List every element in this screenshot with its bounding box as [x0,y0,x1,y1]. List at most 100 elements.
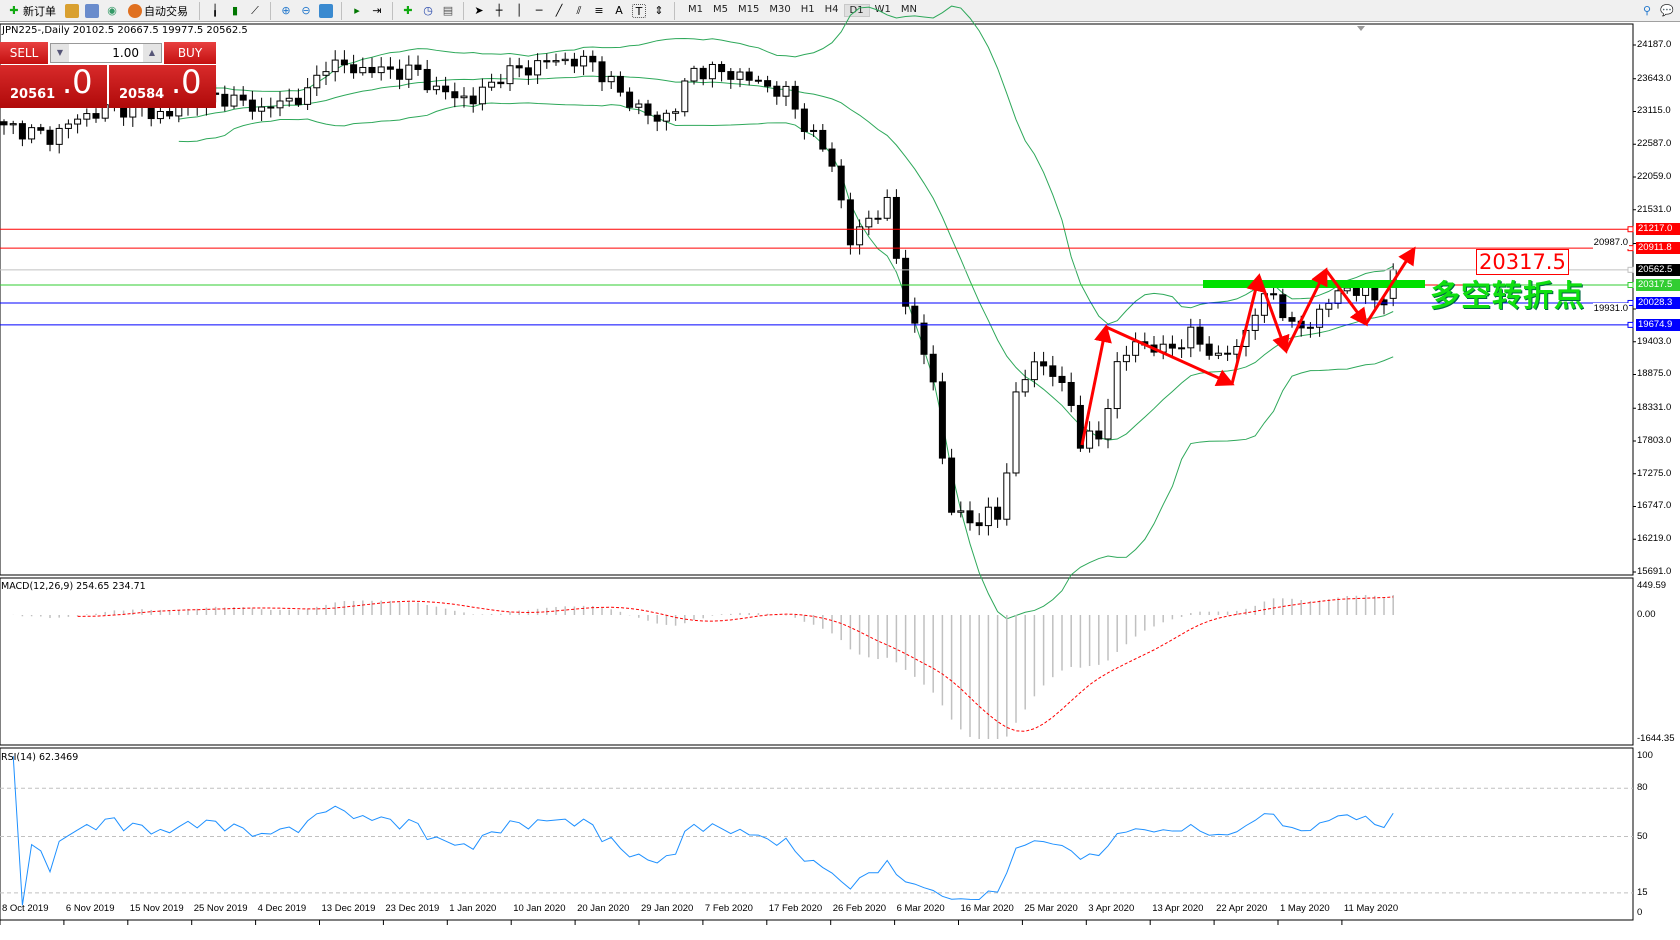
vertical-line-icon[interactable]: │ [515,3,523,17]
annotation-price-label[interactable]: 20317.5 [1476,249,1569,275]
auto-scroll-icon[interactable]: ▸ [354,3,360,17]
lot-input[interactable] [69,44,143,62]
candle-body-bull [175,106,183,117]
candle-body-bear [1076,404,1084,449]
sell-button[interactable]: SELL [0,42,48,64]
buy-price-button[interactable]: 20584 .0 [109,63,216,108]
candle-body-bear [800,108,808,132]
candle [239,86,247,107]
timeframe-m1[interactable]: M1 [688,4,703,15]
timeframe-m15[interactable]: M15 [738,4,760,15]
candle [892,189,900,264]
horizontal-line-icon[interactable]: ─ [535,3,543,17]
candle-body-bull [782,85,790,97]
candle [506,57,514,92]
sell-price-fraction: .0 [62,63,93,101]
zoom-out-icon[interactable]: ⊖ [301,3,311,17]
text-icon[interactable]: A [615,3,623,17]
candle-body-bull [230,94,238,107]
candle-body-bull [377,66,385,74]
timeframe-h1[interactable]: H1 [800,4,815,15]
price-axis-label: 17803.0 [1637,434,1672,446]
date-axis-label: 6 Nov 2019 [65,903,115,914]
candle-body-bull [607,75,615,83]
timeframe-h4[interactable]: H4 [824,4,839,15]
candle-body-bull [28,127,36,140]
timeframe-m30[interactable]: M30 [769,4,791,15]
candle-body-bear [616,75,624,93]
macd-axis-label: 449.59 [1637,580,1667,591]
candle-body-bear [929,353,937,383]
signal-icon[interactable]: ◉ [107,3,117,17]
history-icon[interactable] [65,3,79,18]
candle [938,372,946,465]
zoom-in-icon[interactable]: ⊕ [281,3,291,17]
candle [828,142,836,173]
candle [497,73,505,89]
text-label-icon[interactable]: T [632,3,646,18]
candle [46,126,54,152]
annotation-text[interactable]: 多空转折点 [1430,279,1585,314]
templates-icon[interactable]: ▤ [442,3,454,17]
chat-icon[interactable]: 💬 [1660,3,1674,17]
candle-body-bull [635,103,643,108]
auto-trading-button[interactable]: 自动交易 [125,2,191,20]
candle [9,120,17,135]
market-watch-icon[interactable] [85,3,99,18]
candle [561,52,569,65]
candle-body-bear [515,65,523,69]
candle-body-bull [258,106,266,112]
line-chart-icon[interactable]: ⟋ [251,3,259,17]
candle [1178,339,1186,359]
timeframe-mn[interactable]: MN [900,4,917,15]
candle [331,50,339,82]
lot-increase-button[interactable]: ▲ [143,44,161,62]
timeframe-m5[interactable]: M5 [713,4,728,15]
candle-body-bull [331,59,339,73]
arrows-icon[interactable]: ⇕ [654,3,664,17]
candle [791,80,799,119]
candle [957,501,965,518]
equidistant-channel-icon[interactable]: ⫽ [576,3,582,17]
candle-body-bear [423,68,431,91]
candle [340,50,348,74]
new-order-icon: ✚ [9,3,19,17]
fibonacci-icon[interactable]: ≡ [594,3,604,17]
periods-icon[interactable]: ◷ [423,3,433,17]
candle-body-bull [984,506,992,527]
bollinger-middle-band [178,75,1394,441]
candle-body-bull [285,97,293,102]
date-axis-label: 13 Apr 2020 [1152,903,1204,914]
search-icon[interactable]: ⚲ [1642,3,1652,17]
buy-button[interactable]: BUY [164,42,216,64]
bar-chart-icon[interactable]: ╽ [211,3,219,17]
lot-decrease-button[interactable]: ▼ [51,44,69,62]
trendline-icon[interactable]: ╱ [555,3,563,17]
date-axis-label: 25 Mar 2020 [1024,903,1078,914]
trend-arrow [1257,275,1290,354]
candle [1251,308,1259,340]
candle [883,189,891,221]
candle [92,108,100,123]
crosshair-icon[interactable]: ┼ [495,3,503,17]
candle [653,111,661,132]
indicators-icon[interactable]: ✚ [403,3,413,17]
chart-shift-icon[interactable]: ⇥ [372,3,382,17]
candle [773,81,781,105]
lot-stepper: ▼ ▲ [50,43,162,63]
timeframe-w1[interactable]: W1 [874,4,891,15]
candlestick-icon[interactable]: ▮ [231,3,239,17]
candle-body-bear [248,99,256,112]
hline-handle [1627,282,1634,289]
price-axis-label: 22059.0 [1637,170,1672,182]
tile-windows-icon[interactable] [319,3,333,18]
candle [377,57,385,81]
candle-body-bear [828,148,836,167]
candle-body-bull [488,81,496,88]
sell-price-button[interactable]: 20561 .0 [0,63,107,108]
cursor-icon[interactable]: ➤ [474,3,484,17]
main-pane-border [0,23,1634,576]
date-axis-label: 1 May 2020 [1280,903,1330,914]
new-order-button[interactable]: ✚ 新订单 [4,2,59,20]
